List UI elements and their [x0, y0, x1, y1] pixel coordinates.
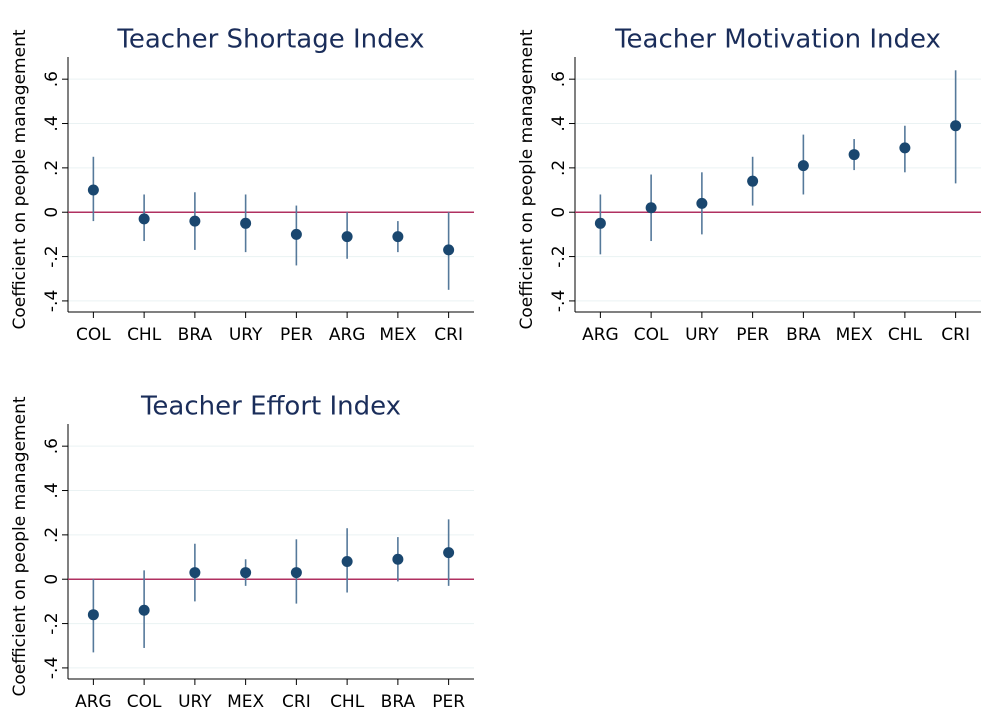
y-tick-label: .2	[549, 160, 569, 176]
x-tick-label: ARG	[329, 325, 366, 345]
point-estimate	[392, 231, 404, 243]
x-tick-label: COL	[76, 325, 111, 345]
y-tick-label: -.4	[42, 290, 62, 312]
point-estimate	[240, 217, 252, 229]
point-estimate	[645, 202, 657, 214]
y-tick-label: .6	[549, 71, 569, 87]
point-estimate	[747, 175, 759, 187]
x-tick-label: CRI	[282, 692, 311, 712]
x-tick-label: MEX	[836, 325, 873, 345]
x-tick-label: BRA	[178, 325, 213, 345]
y-tick-label: -.2	[42, 245, 62, 267]
x-tick-label: MEX	[227, 692, 264, 712]
point-estimate	[138, 604, 150, 616]
x-tick-label: CHL	[330, 692, 365, 712]
y-tick-label: .6	[42, 438, 62, 454]
x-tick-label: CRI	[434, 325, 463, 345]
x-tick-label: BRA	[786, 325, 821, 345]
y-tick-label: .4	[549, 115, 569, 131]
point-estimate	[240, 567, 252, 579]
point-estimate	[797, 160, 809, 172]
x-tick-label: COL	[634, 325, 669, 345]
x-tick-label: COL	[127, 692, 162, 712]
y-tick-label: .2	[42, 160, 62, 176]
point-estimate	[392, 553, 404, 565]
x-tick-label: URY	[178, 692, 212, 712]
y-tick-label: 0	[42, 574, 62, 585]
point-estimate	[87, 184, 99, 196]
point-estimate	[950, 120, 962, 132]
point-estimate	[290, 228, 302, 240]
x-tick-label: BRA	[381, 692, 416, 712]
y-tick-label: 0	[549, 207, 569, 218]
x-tick-label: MEX	[379, 325, 416, 345]
point-estimate	[138, 213, 150, 225]
x-tick-label: CRI	[941, 325, 970, 345]
x-tick-label: PER	[432, 692, 465, 712]
y-tick-label: -.2	[549, 245, 569, 267]
x-tick-label: URY	[685, 325, 719, 345]
point-estimate	[290, 567, 302, 579]
y-tick-label: -.4	[42, 657, 62, 679]
point-estimate	[189, 567, 201, 579]
y-tick-label: .4	[42, 482, 62, 498]
y-tick-label: -.2	[42, 612, 62, 634]
y-tick-label: .6	[42, 71, 62, 87]
point-estimate	[189, 215, 201, 227]
point-estimate	[87, 609, 99, 621]
chart-title: Teacher Effort Index	[140, 392, 401, 422]
x-tick-label: ARG	[582, 325, 619, 345]
point-estimate	[696, 197, 708, 209]
y-tick-label: -.4	[549, 290, 569, 312]
x-tick-label: CHL	[127, 325, 162, 345]
y-axis-label: Coefficient on people management	[10, 29, 30, 329]
y-axis-label: Coefficient on people management	[10, 396, 30, 696]
point-estimate	[443, 244, 455, 256]
x-tick-label: CHL	[888, 325, 923, 345]
point-estimate	[899, 142, 911, 154]
point-estimate	[341, 231, 353, 243]
point-estimate	[341, 555, 353, 567]
point-estimate	[443, 547, 455, 559]
x-tick-label: PER	[736, 325, 769, 345]
point-estimate	[848, 149, 860, 161]
x-tick-label: ARG	[75, 692, 112, 712]
chart-title: Teacher Shortage Index	[116, 25, 424, 55]
x-tick-label: URY	[229, 325, 263, 345]
y-axis-label: Coefficient on people management	[517, 29, 537, 329]
y-tick-label: 0	[42, 207, 62, 218]
x-tick-label: PER	[280, 325, 313, 345]
y-tick-label: .4	[42, 115, 62, 131]
point-estimate	[594, 217, 606, 229]
chart-title: Teacher Motivation Index	[614, 25, 941, 55]
y-tick-label: .2	[42, 527, 62, 543]
